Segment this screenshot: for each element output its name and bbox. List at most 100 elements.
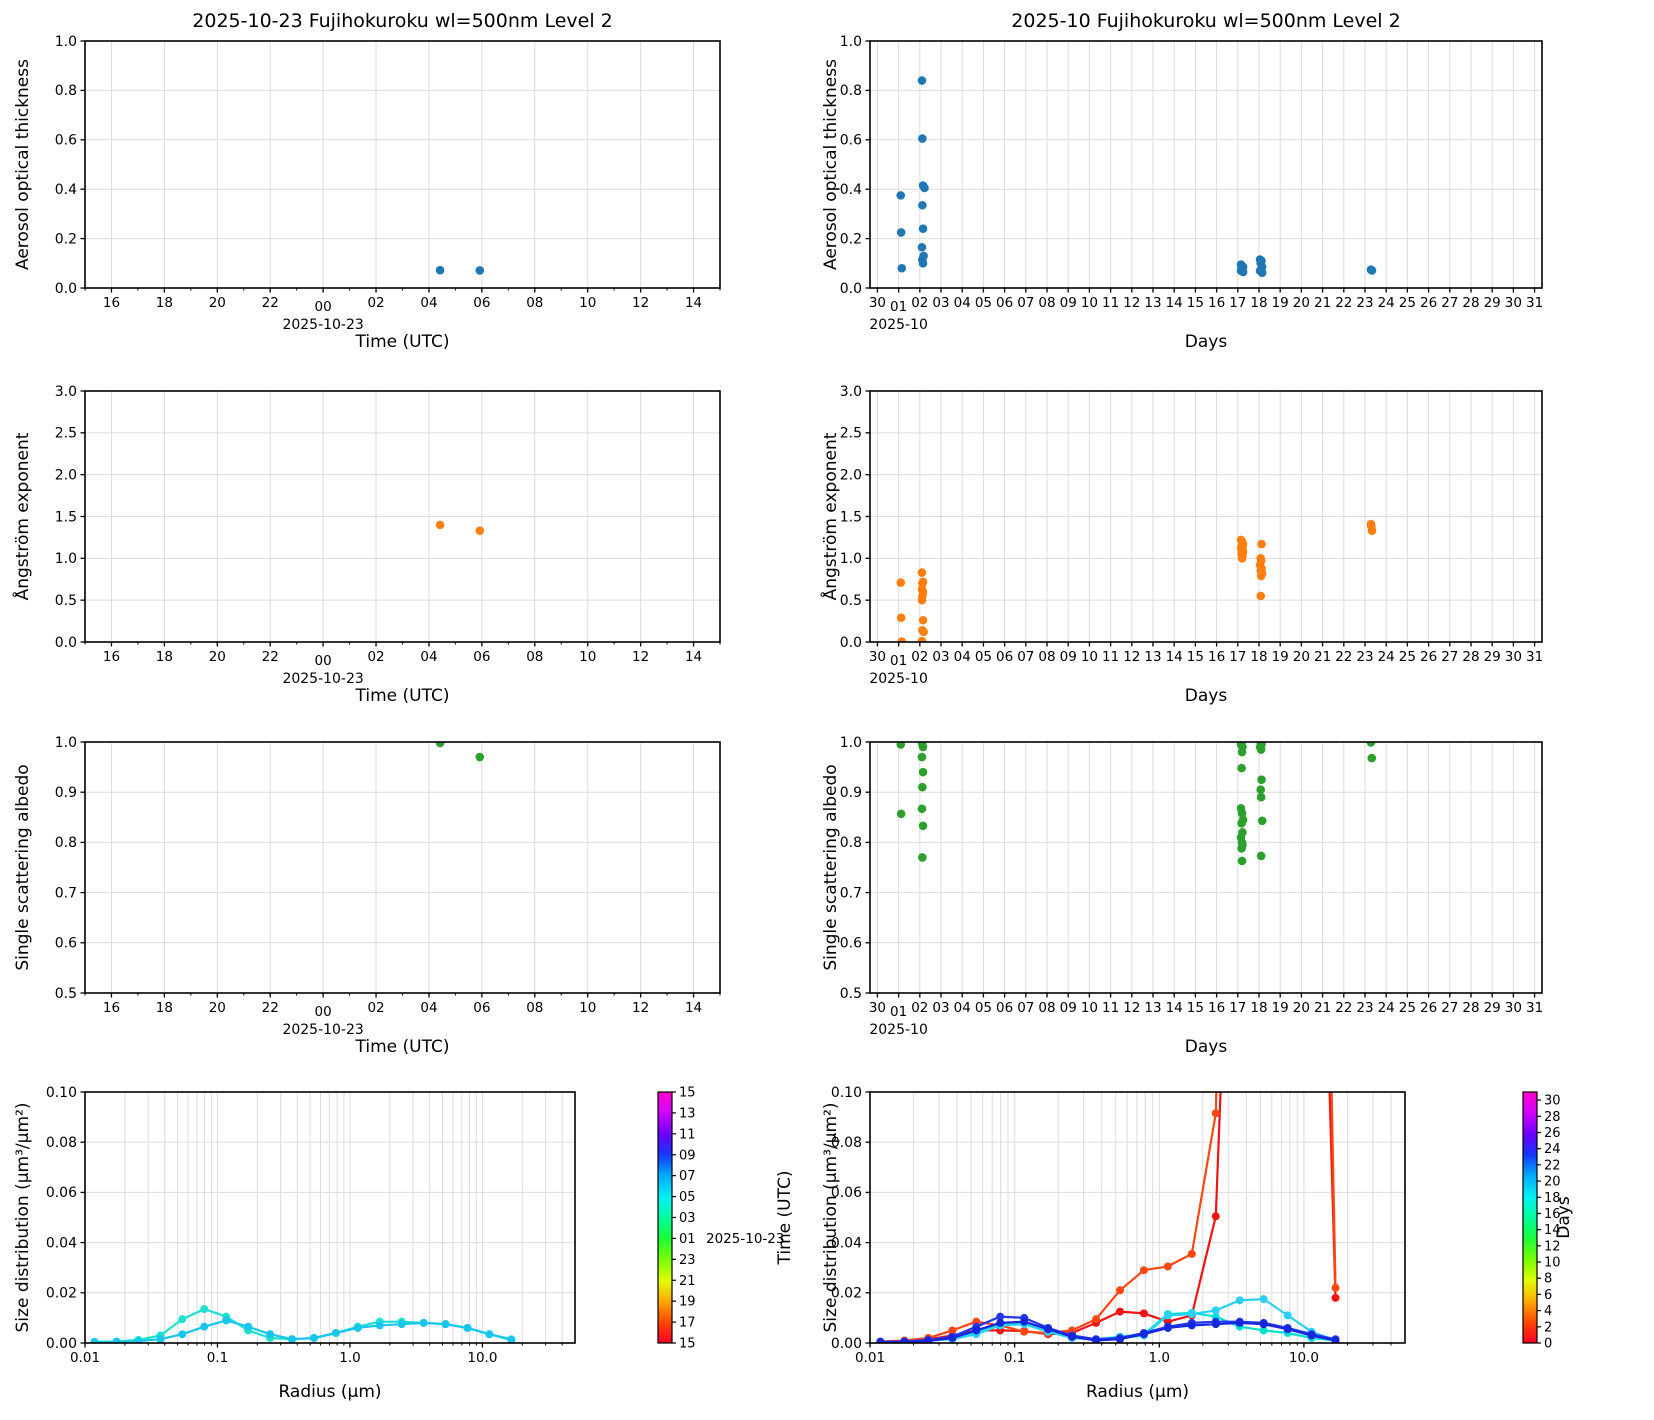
svg-text:1.0: 1.0 [840,34,862,50]
svg-text:27: 27 [1441,295,1458,311]
data-point [918,853,927,862]
svg-text:07: 07 [1017,1000,1034,1016]
svg-text:2.0: 2.0 [840,467,862,483]
svg-text:0.8: 0.8 [55,835,77,851]
data-point [1367,526,1377,536]
y-axis: 0.0 0.5 1.0 1.5 2.0 2.5 3.0 Ångström exponent [11,384,85,651]
svg-text:01: 01 [890,653,907,669]
y-axis-label: Aerosol optical thickness [821,59,841,270]
svg-text:06: 06 [473,295,490,311]
data-point [435,742,445,748]
chart-title: 2025-10-23 Fujihokuroku wl=500nm Level 2 [192,10,612,32]
data-point [897,263,907,273]
svg-text:02: 02 [911,295,928,311]
svg-text:0.01: 0.01 [855,1350,885,1366]
svg-text:0.04: 0.04 [831,1235,862,1251]
data-point [918,615,928,625]
data-point [919,627,928,637]
data-point [1257,539,1266,549]
svg-text:2025-10-23: 2025-10-23 [282,671,363,687]
svg-text:4: 4 [1544,1304,1552,1319]
svg-text:10: 10 [1544,1256,1561,1271]
svg-text:22: 22 [1335,1000,1352,1016]
svg-text:0.0: 0.0 [840,635,862,651]
plot-area [896,76,1377,277]
svg-text:00: 00 [315,653,332,669]
svg-text:0.5: 0.5 [840,593,862,609]
svg-text:15: 15 [679,1337,696,1352]
svg-text:20: 20 [209,295,226,311]
data-point [1237,747,1247,757]
svg-text:10.0: 10.0 [1289,1350,1319,1366]
svg-text:27: 27 [1441,1000,1458,1016]
svg-text:20: 20 [209,649,226,665]
svg-text:24: 24 [1544,1142,1561,1157]
svg-text:0.2: 0.2 [840,231,862,247]
svg-text:23: 23 [1356,295,1373,311]
svg-text:8: 8 [1544,1272,1552,1287]
data-point [896,578,906,587]
data-point [917,804,927,814]
svg-text:16: 16 [1208,649,1225,665]
y-axis-label: Aerosol optical thickness [13,59,33,270]
svg-text:21: 21 [1314,295,1331,311]
svg-text:08: 08 [526,1000,543,1016]
svg-text:16: 16 [1544,1207,1561,1222]
svg-text:0.10: 0.10 [831,1085,862,1101]
data-point [1237,819,1246,828]
svg-text:01: 01 [890,299,907,315]
data-point [435,520,445,530]
panel-aot-daily: 16 18 20 22 00 2025-10-23 02 04 06 08 10 12 14 Time (… [0,0,820,355]
svg-text:19: 19 [1272,649,1289,665]
svg-text:22: 22 [262,295,279,311]
svg-text:11: 11 [1102,1000,1119,1016]
svg-text:08: 08 [526,295,543,311]
gridlines [870,741,1542,994]
svg-text:04: 04 [954,295,971,311]
svg-text:28: 28 [1544,1110,1561,1125]
data-point [897,637,907,642]
svg-text:0.0: 0.0 [55,281,77,297]
svg-text:22: 22 [262,1000,279,1016]
svg-text:0.6: 0.6 [55,133,77,149]
data-point [896,613,906,623]
colorbar-label: Time (UTC) [775,1171,795,1266]
plot-area [435,742,485,762]
svg-text:0.8: 0.8 [55,83,77,99]
svg-text:03: 03 [932,1000,949,1016]
svg-text:30: 30 [869,295,886,311]
axes-frame [84,40,721,289]
y-axis: 0.0 0.2 0.4 0.6 0.8 1.0 Aerosol optical thickn… [821,34,870,297]
svg-text:20: 20 [1293,1000,1310,1016]
svg-text:13: 13 [1144,1000,1161,1016]
svg-text:0.9: 0.9 [55,785,77,801]
svg-text:09: 09 [1060,1000,1077,1016]
data-point [917,242,927,252]
data-point [475,752,485,762]
svg-text:0.2: 0.2 [55,231,77,247]
data-point [1257,816,1267,826]
data-point [896,191,906,200]
svg-text:28: 28 [1462,295,1479,311]
svg-text:18: 18 [1250,1000,1267,1016]
plot-area [435,520,485,536]
axes-frame [869,741,1543,994]
svg-text:0.01: 0.01 [70,1350,100,1366]
svg-text:1.0: 1.0 [840,735,862,751]
svg-text:04: 04 [954,1000,971,1016]
panel-aot-monthly: 30 01 2025-10 02 03 04 05 06 07 08 09 10 11 12 13 14 15 1… [820,0,1654,355]
svg-text:23: 23 [1356,1000,1373,1016]
svg-text:0.06: 0.06 [831,1185,862,1201]
svg-text:18: 18 [1544,1191,1561,1206]
plot-area [90,1305,516,1343]
svg-text:06: 06 [996,649,1013,665]
svg-text:04: 04 [420,649,437,665]
data-point [1237,856,1247,866]
svg-text:01: 01 [890,1004,907,1020]
svg-text:25: 25 [1399,1000,1416,1016]
colorbar: 15 17 19 21 23 01 03 05 07 09 11 13 15 2025-10-23Time… [657,1086,795,1352]
